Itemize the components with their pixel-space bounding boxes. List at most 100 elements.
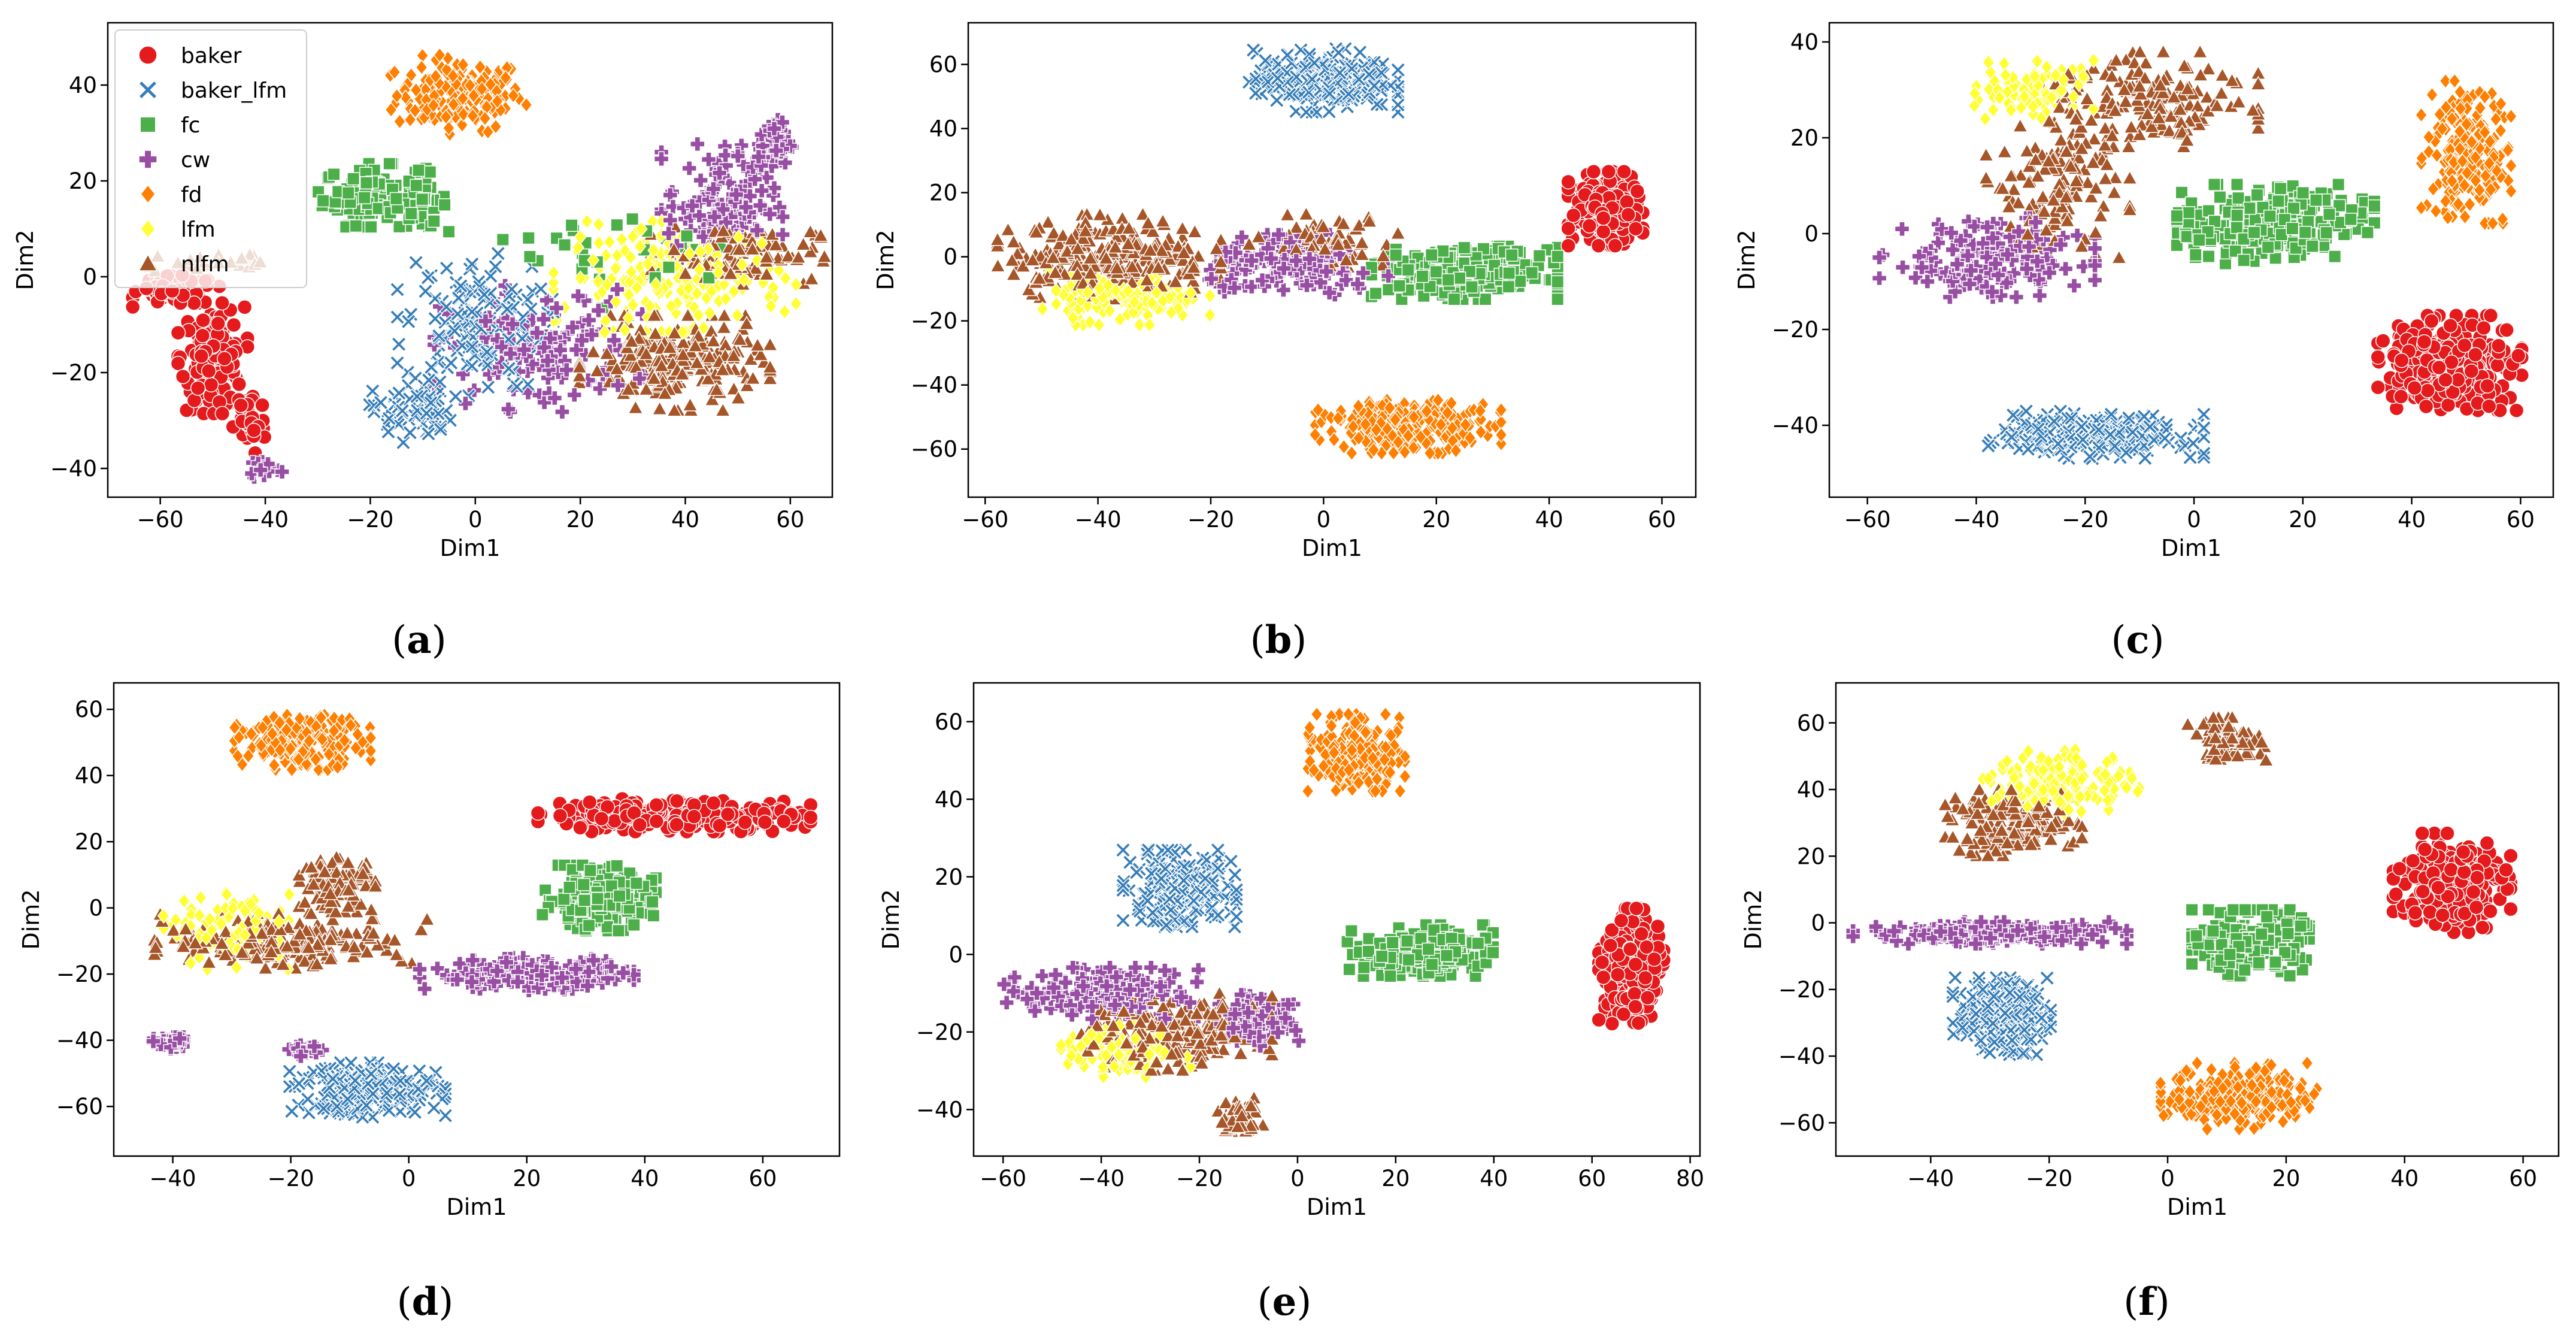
point-nlfm	[704, 391, 720, 406]
point-baker_lfm	[2136, 409, 2152, 425]
point-cw	[1204, 271, 1219, 287]
legend-label-cw: cw	[181, 148, 210, 173]
point-cw	[516, 342, 532, 358]
point-fd	[446, 68, 460, 84]
point-fd	[390, 88, 404, 104]
point-nlfm	[1005, 266, 1022, 281]
point-lfm	[789, 276, 803, 293]
point-nlfm	[2166, 89, 2182, 104]
point-cw	[570, 288, 586, 304]
point-fc	[1525, 266, 1539, 280]
point-cw	[766, 121, 782, 137]
point-nlfm	[2035, 189, 2051, 204]
point-baker	[246, 422, 262, 438]
point-fc	[2344, 213, 2357, 226]
point-baker	[237, 300, 253, 315]
point-cw	[774, 114, 790, 130]
point-cw	[478, 329, 494, 346]
point-cw	[2075, 259, 2091, 274]
point-fc	[702, 271, 716, 285]
point-fd	[1369, 422, 1383, 438]
point-fc	[389, 192, 403, 205]
point-fd	[2441, 210, 2454, 226]
x-axis-label-b: Dim1	[1302, 535, 1362, 561]
point-lfm	[1064, 278, 1077, 295]
legend-marker-cw	[138, 150, 157, 169]
point-lfm	[1081, 285, 1095, 301]
point-fc	[2250, 188, 2264, 202]
point-lfm	[1036, 301, 1049, 317]
point-fc	[662, 261, 675, 274]
point-nlfm	[738, 315, 755, 330]
point-fd	[2451, 196, 2465, 212]
point-nlfm	[1063, 231, 1080, 246]
point-baker_lfm	[1279, 47, 1295, 63]
point-nlfm	[2250, 75, 2266, 90]
point-cw	[1263, 250, 1279, 267]
point-cw	[690, 136, 705, 152]
legend-marker-fd	[140, 184, 156, 204]
panel-label-b: (b)	[1250, 618, 1307, 663]
point-baker_lfm	[1341, 86, 1357, 102]
point-fd	[1495, 426, 1508, 443]
x-tick-label: 20	[566, 507, 595, 533]
y-tick-label: 20	[1790, 125, 1819, 151]
point-nlfm	[2230, 93, 2247, 108]
point-fc	[2247, 226, 2261, 240]
point-nlfm	[2192, 66, 2209, 81]
point-cw	[478, 313, 493, 329]
point-fc	[392, 220, 406, 234]
point-fd	[2426, 181, 2440, 197]
point-fd	[442, 120, 455, 137]
point-nlfm	[571, 368, 588, 383]
point-cw	[662, 212, 678, 228]
point-nlfm	[700, 371, 716, 385]
point-lfm	[547, 265, 560, 281]
point-baker	[1619, 194, 1635, 210]
x-tick-label: −60	[137, 507, 184, 533]
point-nlfm	[2192, 44, 2208, 59]
point-nlfm	[2116, 81, 2132, 96]
point-fd	[404, 111, 417, 128]
point-nlfm	[1250, 228, 1267, 243]
point-baker	[1601, 164, 1617, 180]
point-fc	[2368, 216, 2381, 230]
point-cw	[1289, 253, 1304, 269]
point-baker	[1628, 221, 1644, 237]
point-fd	[2458, 177, 2471, 193]
point-nlfm	[1978, 170, 1995, 184]
point-nlfm	[657, 385, 673, 400]
point-nlfm	[628, 359, 644, 374]
point-nlfm	[2036, 203, 2053, 218]
point-fd	[1383, 400, 1396, 416]
point-lfm	[592, 235, 605, 251]
point-cw	[759, 170, 775, 186]
point-fc	[680, 229, 693, 243]
point-baker_lfm	[443, 355, 459, 371]
point-nlfm	[1167, 273, 1184, 288]
point-fd	[2484, 182, 2498, 198]
point-fc	[357, 191, 371, 205]
point-lfm	[634, 238, 647, 255]
point-nlfm	[638, 381, 654, 396]
point-lfm	[2055, 82, 2068, 98]
point-fd	[440, 62, 453, 78]
point-nlfm	[677, 265, 693, 280]
point-fd	[481, 124, 495, 140]
point-cw	[1985, 230, 2001, 246]
point-fd	[1445, 420, 1459, 436]
point-fd	[2504, 108, 2518, 125]
point-nlfm	[714, 402, 731, 417]
point-lfm	[703, 305, 716, 321]
point-lfm	[1066, 310, 1080, 326]
point-cw	[1963, 262, 1979, 279]
point-nlfm	[662, 339, 678, 354]
point-fd	[2460, 116, 2473, 132]
point-baker	[1581, 218, 1598, 234]
point-nlfm	[2080, 174, 2096, 189]
point-fc	[1393, 279, 1407, 293]
point-fd	[456, 56, 469, 73]
point-lfm	[610, 294, 623, 310]
point-nlfm	[1124, 259, 1141, 274]
